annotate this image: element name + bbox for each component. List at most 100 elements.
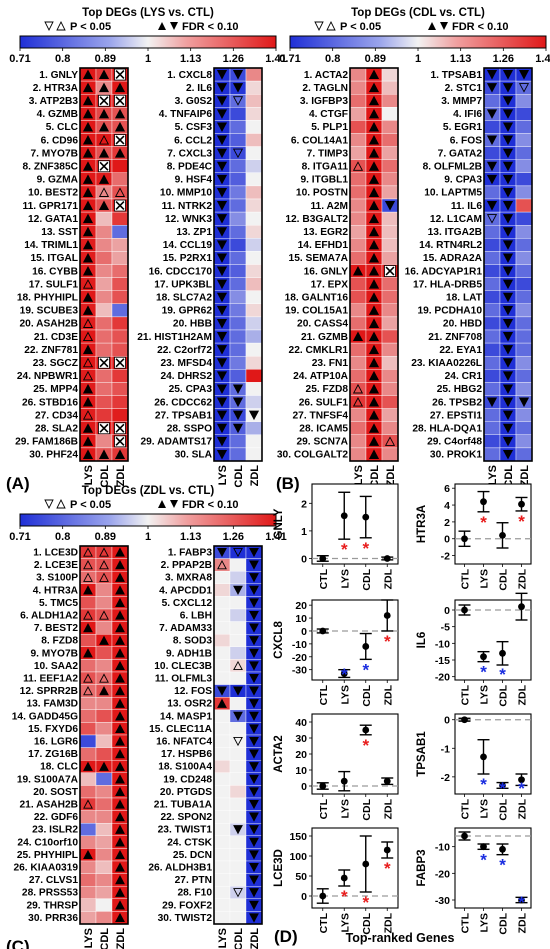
- group-label: CTL: [318, 798, 330, 819]
- heat-cell: [515, 329, 533, 344]
- gene-label: 29. THRSP: [26, 900, 78, 911]
- heat-cell: [95, 886, 113, 900]
- fdr-down-marker: [249, 623, 259, 633]
- heat-cell: [111, 251, 129, 265]
- fdr-up-marker: [115, 875, 125, 885]
- group-label: CTL: [460, 798, 472, 819]
- heat-cell: [245, 198, 263, 213]
- fdr-up-marker: [115, 912, 125, 923]
- gene-label: 16. LGR6: [34, 736, 78, 747]
- legend-open-down: [44, 21, 54, 32]
- fdr-up-marker: [368, 370, 380, 381]
- fdr-down-marker: [486, 174, 498, 185]
- fdr-down-marker: [233, 585, 243, 595]
- fdr-down-marker: [486, 397, 498, 408]
- heat-cell: [229, 316, 247, 331]
- fdr-up-marker: [115, 698, 125, 708]
- heat-cell: [229, 571, 247, 585]
- group-label: CDL: [361, 568, 373, 590]
- y-tick-label: 0: [444, 715, 450, 727]
- fdr-down-marker: [502, 436, 514, 447]
- gene-label: 23. KIAA0226L: [411, 358, 482, 369]
- colorbar-tick-label: 1: [145, 531, 151, 543]
- panel-a: Top DEGs (LYS vs. CTL) P < 0.05 FDR < 0.10…: [6, 7, 287, 493]
- fdr-down-marker: [249, 888, 259, 898]
- gene-label: 23. SGCZ: [33, 358, 78, 369]
- y-tick-label: 40: [295, 717, 307, 729]
- group-label: CTL: [318, 912, 330, 933]
- gene-label: 4. HTR3A: [33, 585, 79, 596]
- legend-p-label: P < 0.05: [70, 21, 111, 33]
- heat-cell: [229, 120, 247, 134]
- heat-cell: [229, 224, 247, 239]
- gene-label: 15. P2RX1: [163, 253, 213, 264]
- heat-cell: [111, 224, 129, 239]
- fdr-down-marker: [249, 900, 259, 910]
- gene-label: 20. ASAH2B: [19, 319, 78, 330]
- fdr-up-marker: [82, 121, 94, 132]
- heat-cell: [79, 886, 97, 900]
- fdr-down-marker: [249, 812, 259, 822]
- heat-cell: [381, 447, 399, 462]
- fdr-down-marker: [502, 384, 514, 394]
- gene-label: 4. TNFAIP6: [159, 109, 213, 120]
- mean-point: [461, 832, 468, 840]
- gene-label: 24. CR1: [445, 371, 483, 382]
- fdr-up-marker: [217, 698, 227, 708]
- colorbar-tick-label: 1.26: [223, 53, 244, 65]
- heat-cell: [245, 185, 263, 200]
- colorbar-tick-label: 0.8: [55, 531, 70, 543]
- p-up-marker: [384, 436, 396, 446]
- heat-cell: [515, 356, 533, 370]
- fdr-down-marker: [216, 266, 228, 277]
- fdr-up-marker: [82, 108, 94, 119]
- legend-open-up: [56, 498, 66, 509]
- fdr-down-marker: [502, 174, 514, 185]
- heat-cell: [349, 146, 367, 160]
- heat-cell: [245, 67, 263, 82]
- heat-cell: [349, 80, 367, 95]
- column-label: LYS: [83, 465, 95, 485]
- heat-cell: [381, 382, 399, 396]
- fdr-down-marker: [216, 214, 228, 224]
- p-up-marker: [217, 560, 227, 570]
- fdr-up-marker: [115, 761, 125, 771]
- p-up-marker: [83, 610, 93, 620]
- y-tick-label: -10: [435, 638, 450, 650]
- column-label: ZDL: [519, 465, 531, 487]
- heat-cell: [111, 290, 129, 305]
- gene-label: 17. SULF1: [29, 279, 79, 290]
- heat-cell: [213, 835, 231, 849]
- fdr-up-marker: [368, 344, 380, 355]
- heat-cell: [229, 760, 247, 774]
- gene-label: 16. CYBB: [32, 266, 78, 277]
- heat-cell: [483, 382, 501, 396]
- panel-letter: (B): [276, 474, 300, 493]
- p-up-marker: [99, 547, 109, 557]
- fdr-down-marker: [249, 648, 259, 658]
- column-label: CDL: [99, 465, 111, 488]
- plot-frame: [311, 599, 399, 681]
- fdr-up-marker: [114, 108, 126, 119]
- heat-cell: [111, 408, 129, 422]
- group-label: ZDL: [517, 568, 529, 589]
- p-down-marker: [232, 96, 244, 106]
- heat-cell: [95, 709, 113, 723]
- significance-asterisk: *: [341, 665, 348, 684]
- heat-cell: [381, 316, 399, 331]
- heat-cell: [111, 159, 129, 173]
- group-label: LYS: [339, 685, 351, 704]
- heat-cell: [229, 447, 247, 462]
- heat-cell: [79, 709, 97, 723]
- significance-asterisk: *: [518, 893, 525, 912]
- heat-cell: [245, 251, 263, 265]
- heat-cell: [483, 316, 501, 331]
- heat-cell: [213, 886, 231, 900]
- significance-asterisk: *: [480, 513, 487, 532]
- gene-label: 10. SAA2: [34, 661, 79, 672]
- heat-cell: [349, 434, 367, 449]
- heat-cell: [79, 860, 97, 874]
- gene-label: 19. PCDHA10: [417, 306, 482, 317]
- gene-label: 19. GPR62: [162, 306, 213, 317]
